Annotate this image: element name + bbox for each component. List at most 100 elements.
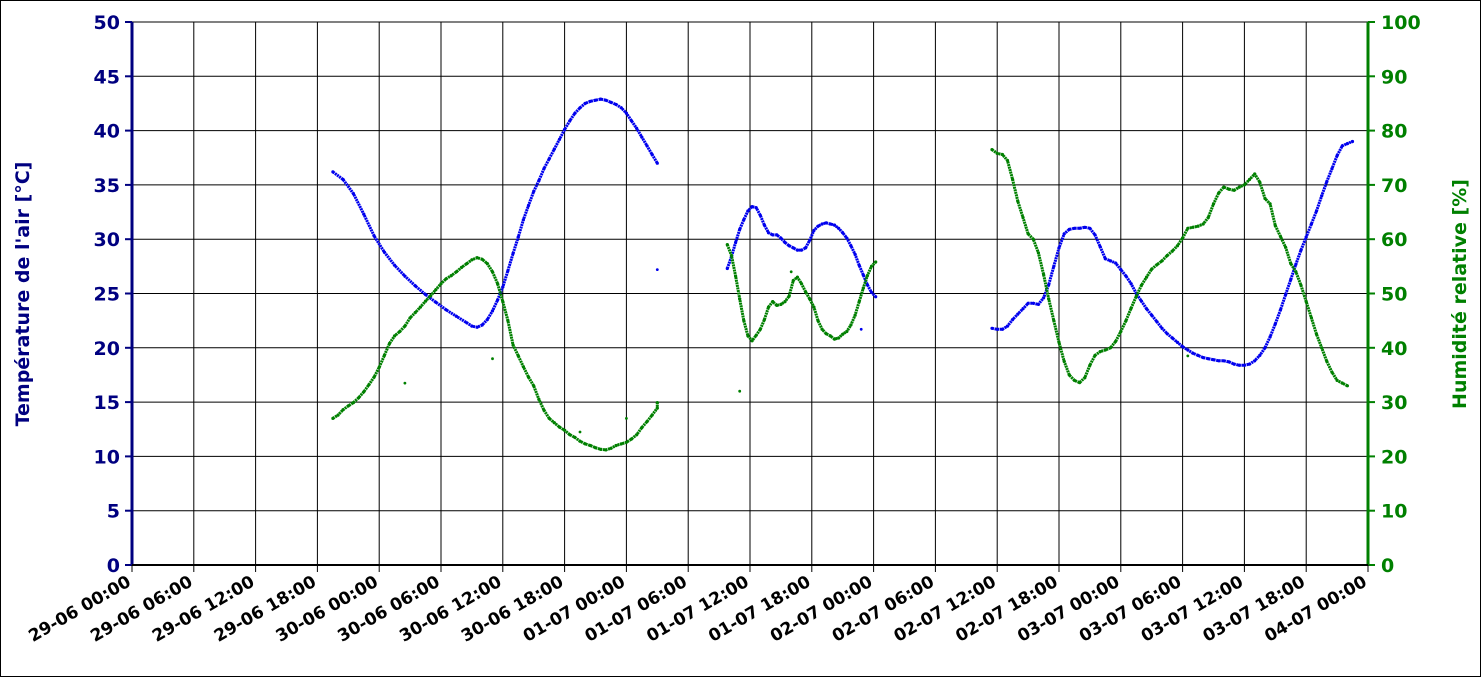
data-point	[331, 170, 335, 174]
data-point	[1072, 226, 1076, 230]
data-point	[501, 300, 505, 304]
data-point	[501, 285, 505, 289]
data-point	[382, 353, 386, 357]
data-point	[1191, 351, 1195, 355]
data-point	[629, 119, 634, 123]
data-point	[1222, 185, 1226, 189]
data-point	[1258, 353, 1262, 357]
outlier-point	[625, 417, 628, 420]
data-point	[1005, 324, 1010, 328]
y-right-tick-label: 40	[1381, 338, 1407, 360]
data-point	[725, 243, 729, 247]
data-point	[1175, 340, 1180, 344]
data-point	[1165, 332, 1169, 336]
data-point	[454, 270, 458, 274]
data-point	[1330, 167, 1334, 171]
data-point	[746, 209, 750, 213]
data-point	[828, 222, 832, 226]
data-point	[1026, 232, 1030, 236]
data-point	[403, 324, 407, 328]
y-right-tick-label: 0	[1381, 555, 1394, 577]
data-point	[1232, 188, 1236, 192]
data-point	[537, 179, 541, 183]
data-point	[511, 343, 515, 347]
data-point	[1299, 248, 1303, 252]
data-point	[738, 227, 742, 231]
data-point	[1330, 370, 1334, 374]
data-point	[1253, 359, 1257, 363]
data-point	[1031, 237, 1035, 241]
data-point	[650, 152, 654, 157]
data-point	[865, 274, 870, 278]
data-point	[599, 447, 603, 451]
data-point	[413, 310, 417, 315]
data-point	[1196, 353, 1200, 357]
data-point	[547, 416, 551, 420]
data-point	[837, 336, 841, 340]
data-point	[1026, 301, 1030, 305]
outlier-point	[491, 357, 494, 361]
data-point	[1160, 259, 1164, 263]
data-point	[832, 223, 837, 227]
data-point	[372, 375, 376, 379]
x-tick-label: 29-06 00:00	[25, 572, 134, 647]
data-point	[449, 274, 453, 278]
data-point	[609, 446, 613, 450]
data-point	[1253, 172, 1257, 176]
data-point	[506, 269, 510, 273]
data-point	[521, 365, 526, 369]
data-point	[496, 298, 500, 302]
data-point	[578, 439, 582, 443]
data-point	[465, 262, 469, 266]
right-axis-ticks: 0 10 20 30 40 50 60 70 80 90 100	[1368, 12, 1421, 577]
y-right-tick-label: 30	[1381, 392, 1407, 414]
data-point	[1057, 246, 1061, 250]
data-point	[1036, 302, 1040, 306]
data-point	[758, 213, 762, 217]
data-point	[398, 329, 402, 334]
data-point	[820, 222, 824, 226]
data-point	[1067, 373, 1071, 377]
data-point	[547, 157, 551, 161]
data-point	[845, 329, 849, 334]
data-point	[424, 293, 428, 297]
data-point	[1294, 270, 1298, 274]
data-point	[1114, 261, 1118, 265]
data-point	[1284, 293, 1288, 297]
data-point	[1227, 187, 1231, 191]
data-point	[1093, 353, 1097, 357]
data-point	[1320, 194, 1324, 198]
y-right-tick-label: 10	[1381, 501, 1407, 523]
data-point	[1098, 350, 1102, 354]
data-point	[434, 300, 438, 304]
data-point	[480, 323, 484, 327]
data-point	[1150, 313, 1154, 317]
data-point	[808, 297, 812, 301]
data-point	[650, 413, 654, 417]
data-point	[341, 177, 345, 182]
data-point	[1345, 142, 1349, 146]
data-point	[614, 443, 618, 448]
data-point	[439, 282, 443, 286]
data-point	[557, 137, 562, 141]
data-point	[804, 290, 808, 294]
grid	[131, 21, 1369, 566]
data-point	[861, 286, 865, 290]
data-point	[1191, 225, 1195, 229]
data-point	[771, 233, 775, 237]
data-point	[861, 273, 865, 277]
data-point	[1144, 307, 1149, 311]
data-point	[568, 433, 572, 437]
data-point	[1263, 346, 1267, 350]
data-point	[1175, 244, 1180, 248]
data-point	[1289, 262, 1293, 266]
data-point	[1021, 307, 1025, 311]
data-point	[995, 327, 999, 331]
data-point	[424, 299, 428, 303]
plot-area	[331, 97, 1355, 452]
data-point	[1211, 202, 1216, 206]
data-point	[1206, 357, 1210, 361]
data-point	[1201, 356, 1205, 360]
data-point	[853, 252, 857, 256]
